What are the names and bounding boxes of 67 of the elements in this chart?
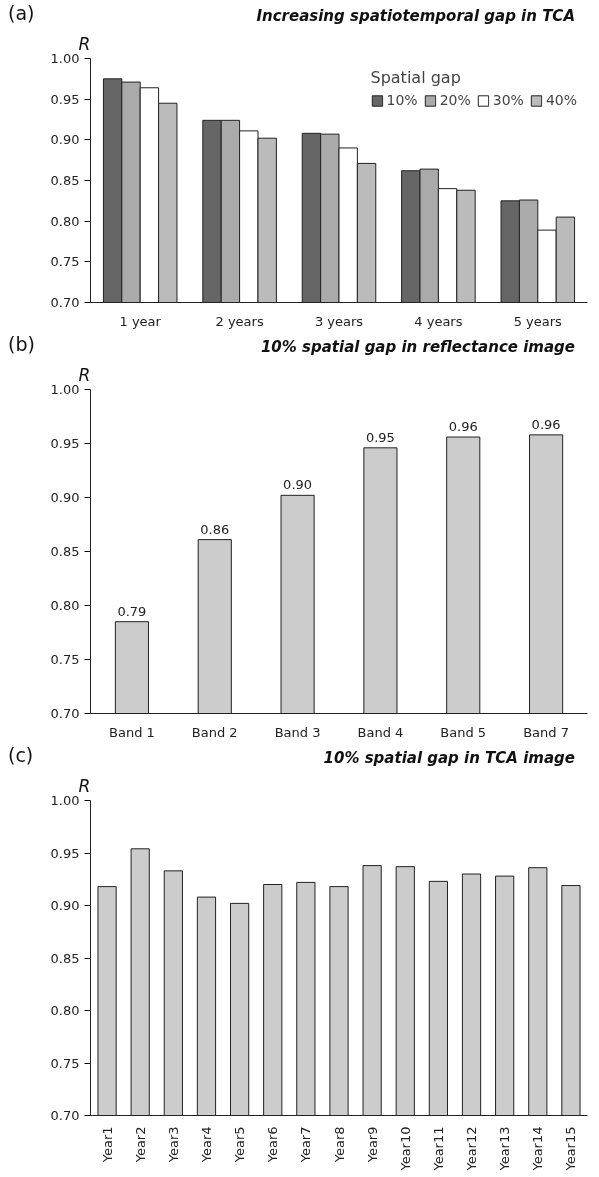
y-tick-label: 0.70 [50,295,80,310]
text: (c) [8,743,34,768]
x-tick-label: Year4 [198,1126,214,1164]
y-tick-label: 1.00 [50,382,80,397]
y-tick-label: 0.95 [50,845,80,861]
y-tick-label: 0.80 [50,213,80,229]
y-tick-label: 1.00 [50,51,80,66]
chart-title: 10% spatial gap in reflectance image [260,337,575,358]
x-tick-label: 5 years [513,313,563,329]
legend-label: 30% [492,92,524,108]
y-tick-label: 0.85 [50,950,80,966]
y-axis-title: R [78,364,91,385]
legend-label: 40% [545,92,577,108]
y-tick-label: 0.95 [50,436,80,451]
y-tick-label: 1.00 [50,793,80,808]
x-tick-label: 2 years [215,313,264,329]
text: (a) [8,1,35,26]
y-tick-label: 0.75 [50,1055,80,1071]
x-tick-label: Year1 [99,1126,115,1164]
y-tick-label: 0.90 [50,898,80,913]
y-tick-label: 0.85 [50,544,80,559]
x-tick-label: Year15 [563,1126,579,1172]
legend-label: 20% [439,92,471,108]
y-tick-label: 0.85 [50,173,80,188]
y-tick-label: 0.80 [50,1003,80,1018]
y-tick-label: 0.95 [50,91,80,107]
chart-title: 10% spatial gap in TCA image [323,748,575,769]
x-tick-label: Year9 [364,1126,380,1164]
y-tick-label: 0.75 [50,254,80,270]
data-label: 0.96 [448,419,478,435]
y-tick-label: 0.70 [50,1108,80,1123]
data-label: 0.90 [283,477,313,493]
x-tick-label: Year12 [464,1126,480,1172]
data-label: 0.96 [531,416,561,432]
x-tick-label: Year6 [265,1126,281,1164]
data-label: 0.95 [365,429,395,445]
x-tick-label: 1 year [119,313,162,329]
chart-title: Increasing spatiotemporal gap in TCA [256,6,575,27]
x-tick-label: Band 5 [440,724,487,740]
x-tick-label: 4 years [414,313,463,329]
x-tick-label: Year3 [165,1126,181,1164]
x-tick-label: Year13 [497,1126,513,1172]
x-tick-label: Band 4 [357,724,404,740]
y-tick-label: 0.75 [50,652,80,667]
y-axis-title: R [78,775,91,796]
x-tick-label: 3 years [314,313,364,329]
y-axis-title: R [78,33,91,54]
x-tick-label: Year14 [530,1126,546,1172]
x-tick-label: Year5 [232,1126,248,1164]
x-tick-label: Band 2 [191,724,238,740]
x-tick-label: Year11 [430,1126,446,1172]
x-tick-label: Year10 [397,1126,413,1172]
text: (b) [8,332,35,357]
y-tick-label: 0.90 [50,132,80,148]
y-tick-label: 0.90 [50,490,80,505]
x-tick-label: Band 1 [109,724,155,740]
x-tick-label: Band 3 [274,724,321,740]
y-tick-label: 0.70 [50,706,80,721]
x-tick-label: Year2 [132,1126,148,1164]
y-tick-label: 0.80 [50,598,80,613]
x-tick-label: Band 7 [523,724,569,740]
legend-label: 10% [386,92,418,108]
x-tick-label: Year8 [331,1126,347,1164]
data-label: 0.86 [200,521,230,537]
data-label: 0.79 [117,603,147,619]
x-tick-label: Year7 [298,1126,314,1164]
legend-title: Spatial gap [370,68,462,87]
